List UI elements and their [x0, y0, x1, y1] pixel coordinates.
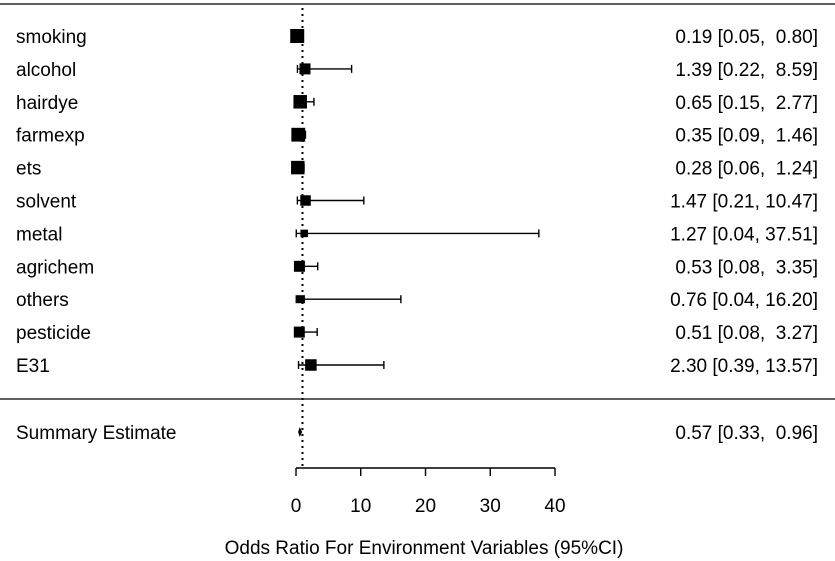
point-estimate: [290, 29, 305, 43]
ci-text: 0.76 [0.04, 16.20]: [670, 290, 818, 311]
x-tick-label: 0: [291, 496, 302, 517]
study-label: smoking: [16, 27, 87, 48]
study-row: farmexp 0.35 [0.09, 1.46]: [16, 126, 818, 147]
study-row: smoking 0.19 [0.05, 0.80]: [16, 27, 818, 48]
x-tick-label: 20: [415, 496, 436, 517]
ci-text: 0.35 [0.09, 1.46]: [675, 126, 818, 147]
summary-label: Summary Estimate: [16, 423, 176, 444]
point-estimate: [293, 260, 305, 272]
x-tick-label: 40: [544, 496, 565, 517]
study-row: E31 2.30 [0.39, 13.57]: [16, 356, 818, 377]
study-label: alcohol: [16, 60, 76, 81]
point-estimate: [300, 195, 311, 206]
ci-text: 2.30 [0.39, 13.57]: [670, 356, 818, 377]
ci-text: 0.65 [0.15, 2.77]: [675, 93, 818, 114]
study-label: solvent: [16, 192, 77, 213]
point-estimate: [293, 326, 305, 338]
point-estimate: [293, 95, 307, 109]
study-label: agrichem: [16, 257, 94, 278]
x-tick-label: 10: [350, 496, 371, 517]
study-label: others: [16, 290, 69, 311]
ci-text: 0.19 [0.05, 0.80]: [675, 27, 818, 48]
study-row: metal 1.27 [0.04, 37.51]: [16, 224, 818, 245]
x-tick-label: 30: [480, 496, 501, 517]
point-estimate: [291, 127, 306, 142]
study-row: ets 0.28 [0.06, 1.24]: [16, 159, 818, 180]
study-label: metal: [16, 224, 62, 245]
study-row: solvent 1.47 [0.21, 10.47]: [16, 192, 818, 213]
ci-text: 0.28 [0.06, 1.24]: [675, 159, 818, 180]
ci-text: 0.53 [0.08, 3.35]: [675, 257, 818, 278]
ci-text: 1.47 [0.21, 10.47]: [670, 192, 818, 213]
ci-text: 1.27 [0.04, 37.51]: [670, 224, 818, 245]
study-label: ets: [16, 159, 41, 180]
study-label: E31: [16, 356, 50, 377]
point-estimate: [299, 63, 311, 75]
study-row: pesticide 0.51 [0.08, 3.27]: [16, 323, 818, 344]
ci-text: 1.39 [0.22, 8.59]: [675, 60, 818, 81]
ci-text: 0.51 [0.08, 3.27]: [675, 323, 818, 344]
summary-diamond: [298, 427, 303, 437]
x-axis-label: Odds Ratio For Environment Variables (95…: [225, 538, 624, 559]
study-row: alcohol 1.39 [0.22, 8.59]: [16, 60, 818, 81]
summary-ci-text: 0.57 [0.33, 0.96]: [675, 423, 818, 444]
point-estimate: [291, 160, 305, 175]
study-row: agrichem 0.53 [0.08, 3.35]: [16, 257, 818, 278]
point-estimate: [300, 229, 308, 238]
study-label: farmexp: [16, 126, 85, 147]
study-label: pesticide: [16, 323, 91, 344]
point-estimate: [296, 295, 305, 304]
study-label: hairdye: [16, 93, 78, 114]
study-row: others 0.76 [0.04, 16.20]: [16, 290, 818, 311]
study-row: hairdye 0.65 [0.15, 2.77]: [16, 93, 818, 114]
point-estimate: [305, 359, 317, 371]
